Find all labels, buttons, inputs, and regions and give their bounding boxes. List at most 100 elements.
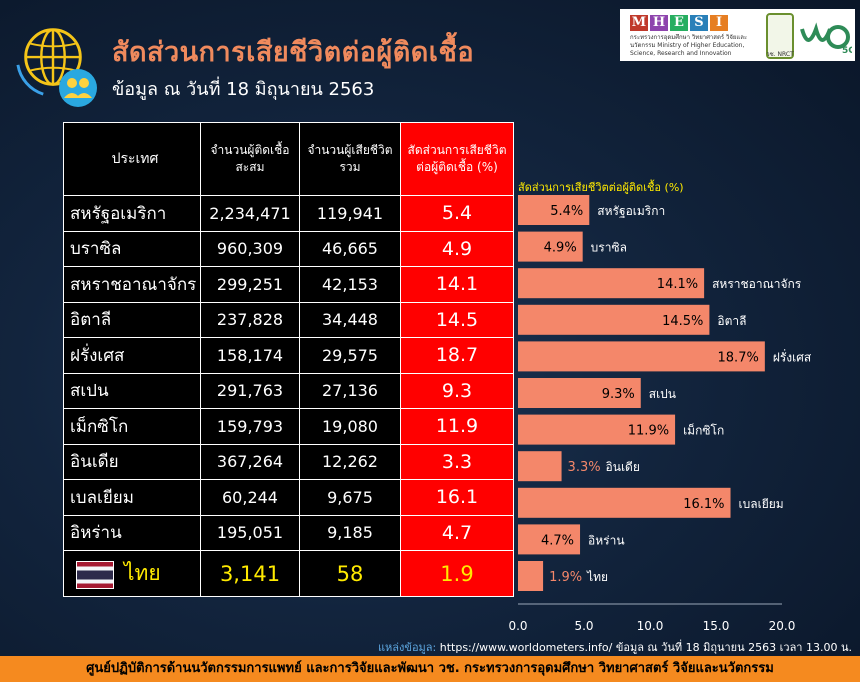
deaths-cell: 9,185 xyxy=(299,514,401,551)
ratio-cell: 4.9 xyxy=(400,230,514,267)
cases-cell: 2,234,471 xyxy=(200,195,300,232)
header-ratio: สัดส่วนการเสียชีวิต ต่อผู้ติดเชื้อ (%) xyxy=(400,122,514,196)
table-row: อินเดีย 367,264 12,262 3.3 xyxy=(63,443,514,480)
chart-category-label: อิตาลี xyxy=(717,314,746,328)
cases-cell: 237,828 xyxy=(200,301,300,338)
deaths-cell: 19,080 xyxy=(299,408,401,445)
chart-value-label: 18.7% xyxy=(718,350,759,365)
chart-value-label: 3.3% xyxy=(568,460,601,475)
chart-bar xyxy=(518,268,705,299)
chart-bar xyxy=(518,414,676,445)
header-country: ประเทศ xyxy=(63,122,201,196)
cases-cell: 367,264 xyxy=(200,443,300,480)
globe-icon xyxy=(16,28,82,96)
thailand-deaths: 58 xyxy=(299,550,401,597)
chart-bar xyxy=(518,524,581,555)
country-cell: อิหร่าน xyxy=(63,514,201,551)
ratio-cell: 18.7 xyxy=(400,337,514,374)
table-header-row: ประเทศ จำนวนผู้ติดเชื้อ สะสม จำนวนผู้เสี… xyxy=(63,122,514,196)
source-label: แหล่งข้อมูล: xyxy=(377,641,437,654)
table-row: บราซิล 960,309 46,665 4.9 xyxy=(63,230,514,267)
deaths-cell: 119,941 xyxy=(299,195,401,232)
mhesi-logo: M H E S I xyxy=(630,15,728,31)
mhesi-letter: E xyxy=(670,15,688,31)
chart-category-label: อินเดีย xyxy=(606,460,640,474)
5g-text: 5G xyxy=(842,46,852,55)
table-row: ฝรั่งเศส 158,174 29,575 18.7 xyxy=(63,337,514,374)
country-cell: เบลเยียม xyxy=(63,479,201,516)
cases-cell: 960,309 xyxy=(200,230,300,267)
thailand-name: ไทย xyxy=(124,561,161,585)
chart-title: สัดส่วนการเสียชีวิตต่อผู้ติดเชื้อ (%) xyxy=(518,181,684,194)
table-row-thailand: ไทย 3,141 58 1.9 xyxy=(63,550,514,597)
x-tick-label: 5.0 xyxy=(574,619,593,633)
x-tick-label: 0.0 xyxy=(508,619,527,633)
country-cell: เม็กซิโก xyxy=(63,408,201,445)
chart-value-label: 4.7% xyxy=(541,533,574,548)
chart-category-label: เม็กซิโก xyxy=(683,423,724,438)
thailand-cases: 3,141 xyxy=(200,550,300,597)
source-text: https://www.worldometers.info/ ข้อมูล ณ … xyxy=(439,641,852,654)
x-tick-label: 15.0 xyxy=(703,619,730,633)
country-cell: อิตาลี xyxy=(63,301,201,338)
country-cell: สเปน xyxy=(63,372,201,409)
country-cell: บราซิล xyxy=(63,230,201,267)
chart-bar xyxy=(518,341,765,372)
cases-cell: 159,793 xyxy=(200,408,300,445)
chart-bar xyxy=(518,451,562,482)
ratio-cell: 3.3 xyxy=(400,443,514,480)
thailand-country-cell: ไทย xyxy=(63,550,201,597)
thailand-flag-icon xyxy=(76,561,114,589)
footer-bar: ศูนย์ปฏิบัติการด้านนวัตกรรมการแพทย์ และก… xyxy=(0,656,860,682)
chart-bar xyxy=(518,487,731,518)
logo-panel: M H E S I กระทรวงการอุดมศึกษา วิทยาศาสตร… xyxy=(620,9,855,61)
page-title: สัดส่วนการเสียชีวิตต่อผู้ติดเชื้อ xyxy=(112,37,475,68)
5g-logo: 5G xyxy=(800,22,852,55)
chart-value-label: 4.9% xyxy=(544,241,577,256)
chart-category-label: เบลเยียม xyxy=(739,497,784,511)
country-cell: ฝรั่งเศส xyxy=(63,337,201,374)
chart-bar xyxy=(518,231,583,262)
ratio-cell: 4.7 xyxy=(400,514,514,551)
deaths-cell: 34,448 xyxy=(299,301,401,338)
x-tick-label: 10.0 xyxy=(637,619,664,633)
cases-cell: 291,763 xyxy=(200,372,300,409)
table-row: อิหร่าน 195,051 9,185 4.7 xyxy=(63,514,514,551)
thailand-ratio: 1.9 xyxy=(400,550,514,597)
mhesi-letter: H xyxy=(650,15,668,31)
deaths-cell: 27,136 xyxy=(299,372,401,409)
chart-category-label: สหรัฐอเมริกา xyxy=(597,204,665,218)
deaths-cell: 42,153 xyxy=(299,266,401,303)
chart-category-label: สหราชอาณาจักร xyxy=(712,277,802,291)
ratio-cell: 14.5 xyxy=(400,301,514,338)
chart-bar xyxy=(518,561,544,591)
chart-category-label: บราซิล xyxy=(591,241,627,255)
chart-category-label: ไทย xyxy=(586,570,608,584)
chart-category-label: สเปน xyxy=(649,387,676,401)
page-subtitle: ข้อมูล ณ วันที่ 18 มิถุนายน 2563 xyxy=(112,79,375,100)
cases-cell: 158,174 xyxy=(200,337,300,374)
chart-category-label: ฝรั่งเศส xyxy=(773,348,812,364)
chart-bar xyxy=(518,195,590,225)
mhesi-letter: M xyxy=(630,15,648,31)
nrct-label: วช. NRCT xyxy=(766,51,794,58)
country-cell: สหรัฐอเมริกา xyxy=(63,195,201,232)
table-row: อิตาลี 237,828 34,448 14.5 xyxy=(63,301,514,338)
people-icon xyxy=(59,69,97,107)
nrct-logo xyxy=(766,13,794,59)
table-row: สเปน 291,763 27,136 9.3 xyxy=(63,372,514,409)
chart-value-label: 14.5% xyxy=(662,314,703,329)
deaths-cell: 29,575 xyxy=(299,337,401,374)
x-tick-label: 20.0 xyxy=(769,619,796,633)
chart-category-label: อิหร่าน xyxy=(588,533,625,547)
country-cell: สหราชอาณาจักร xyxy=(63,266,201,303)
mhesi-letter: I xyxy=(710,15,728,31)
deaths-cell: 9,675 xyxy=(299,479,401,516)
chart-value-label: 11.9% xyxy=(628,424,669,439)
cases-cell: 60,244 xyxy=(200,479,300,516)
country-cell: อินเดีย xyxy=(63,443,201,480)
cases-cell: 299,251 xyxy=(200,266,300,303)
chart-bar xyxy=(518,304,710,335)
deaths-cell: 12,262 xyxy=(299,443,401,480)
